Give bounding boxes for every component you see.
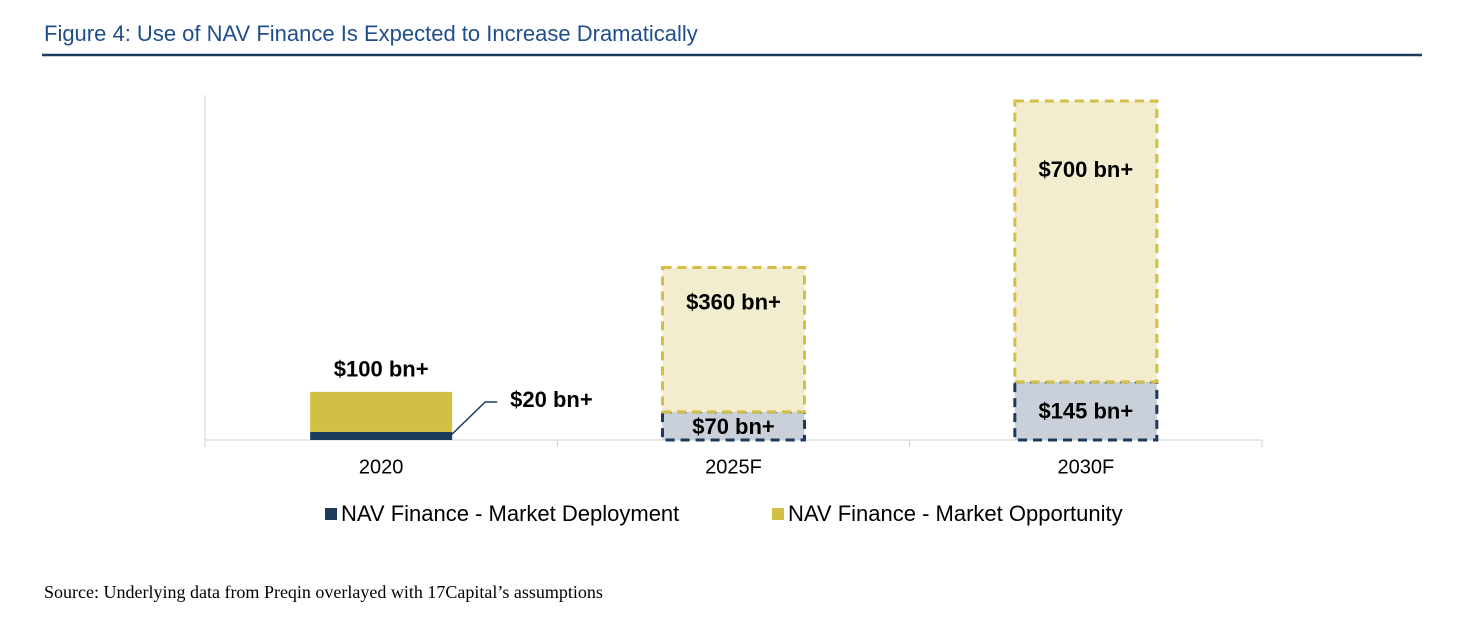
value-label: $145 bn+ xyxy=(1038,399,1133,424)
leader-line xyxy=(449,401,498,437)
value-label: $20 bn+ xyxy=(510,387,593,412)
x-tick-label: 2030F xyxy=(1057,456,1114,478)
value-label: $70 bn+ xyxy=(692,414,775,439)
bar-segment xyxy=(310,391,453,432)
bar-segment xyxy=(1013,380,1159,442)
value-label: $700 bn+ xyxy=(1038,157,1133,182)
bar-segment xyxy=(1013,99,1159,384)
legend-label: NAV Finance - Market Opportunity xyxy=(788,501,1123,526)
bar-segment xyxy=(661,266,806,414)
legend-swatch xyxy=(325,508,337,520)
source-note: Source: Underlying data from Preqin over… xyxy=(44,582,603,602)
legend-swatch xyxy=(772,508,784,520)
value-label: $100 bn+ xyxy=(334,357,429,382)
bar-segment xyxy=(310,431,453,440)
x-tick-label: 2020 xyxy=(359,456,404,478)
x-tick-label: 2025F xyxy=(705,456,762,478)
legend-label: NAV Finance - Market Deployment xyxy=(341,501,679,526)
bar-segment xyxy=(661,410,806,442)
value-label: $360 bn+ xyxy=(686,289,781,314)
chart-title: Figure 4: Use of NAV Finance Is Expected… xyxy=(44,21,698,46)
